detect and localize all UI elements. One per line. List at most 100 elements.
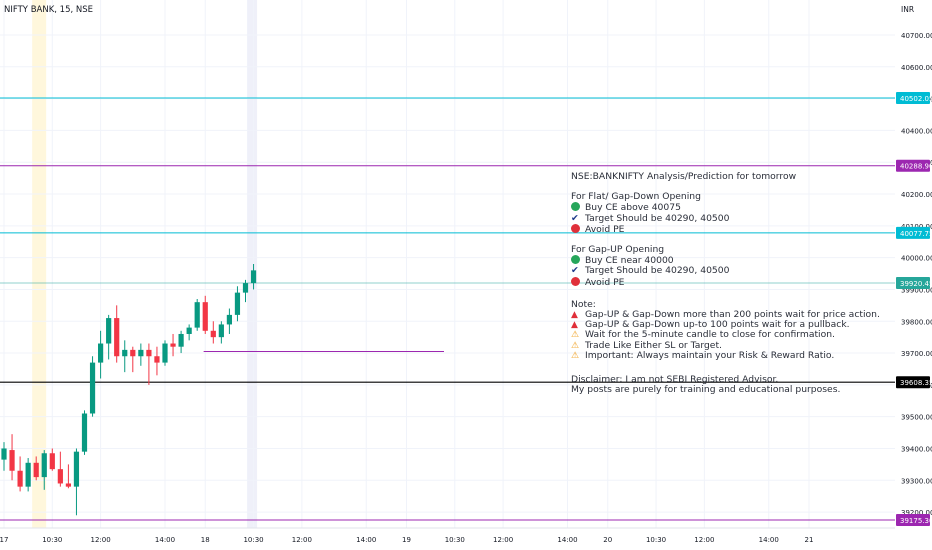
- flat-buy: Buy CE above 40075: [585, 202, 681, 214]
- candle-body[interactable]: [89, 362, 96, 414]
- candle[interactable]: [122, 340, 128, 373]
- candle-body[interactable]: [210, 330, 216, 338]
- time-tick-label: 14:00: [356, 536, 376, 544]
- note-item: Important: Always maintain your Risk & R…: [585, 349, 835, 361]
- candle[interactable]: [25, 458, 31, 492]
- candle[interactable]: [170, 333, 176, 357]
- candle-body[interactable]: [106, 318, 112, 344]
- candle-body[interactable]: [170, 343, 176, 347]
- price-tick-label: 39500.00: [901, 414, 932, 422]
- currency-label: INR: [901, 5, 914, 14]
- candle[interactable]: [194, 298, 200, 331]
- candle[interactable]: [146, 343, 152, 385]
- candle-body[interactable]: [138, 349, 144, 357]
- red-circle-icon: [571, 223, 580, 233]
- candle[interactable]: [234, 286, 241, 322]
- candle[interactable]: [41, 450, 47, 490]
- candle-body[interactable]: [122, 349, 128, 357]
- warning-icon: ⚠: [571, 330, 580, 341]
- price-label-tag[interactable]: [896, 376, 930, 389]
- candle[interactable]: [89, 356, 96, 417]
- candle-body[interactable]: [234, 292, 241, 315]
- candle[interactable]: [178, 330, 184, 354]
- candle[interactable]: [250, 264, 257, 290]
- symbol-label: NIFTY BANK, 15, NSE: [4, 5, 93, 15]
- candle[interactable]: [106, 314, 112, 360]
- gapup-target: Target Should be 40290, 40500: [585, 265, 730, 277]
- candle-body[interactable]: [65, 483, 71, 487]
- candle[interactable]: [242, 279, 249, 303]
- candle[interactable]: [162, 340, 168, 366]
- candle-body[interactable]: [114, 318, 120, 357]
- candle-body[interactable]: [226, 314, 232, 325]
- price-axis[interactable]: 39200.0039300.0039400.0039500.0039600.00…: [895, 0, 932, 550]
- candle[interactable]: [57, 451, 63, 487]
- flat-avoid: Avoid PE: [585, 223, 625, 235]
- price-label-tag[interactable]: [896, 91, 930, 104]
- check-mark-icon: ✔: [571, 212, 579, 224]
- candle-body[interactable]: [33, 462, 39, 478]
- candle-body[interactable]: [81, 413, 88, 452]
- flat-target: Target Should be 40290, 40500: [585, 212, 730, 224]
- price-label-tag[interactable]: [896, 276, 930, 289]
- candle-body[interactable]: [218, 324, 224, 338]
- time-tick-label: 18: [201, 536, 210, 544]
- candle[interactable]: [202, 295, 208, 334]
- candle-body[interactable]: [73, 451, 80, 487]
- candle[interactable]: [218, 321, 224, 344]
- candle[interactable]: [49, 448, 55, 471]
- candles[interactable]: [1, 264, 257, 516]
- candle-body[interactable]: [178, 333, 184, 347]
- time-axis-bg: [0, 528, 895, 550]
- price-tick-label: 40400.00: [901, 127, 932, 135]
- candle-body[interactable]: [154, 356, 160, 363]
- candle-body[interactable]: [130, 349, 136, 357]
- candle[interactable]: [81, 410, 88, 455]
- candle[interactable]: [114, 305, 120, 363]
- candle-body[interactable]: [162, 343, 168, 363]
- price-tick-label: 39300.00: [901, 477, 932, 485]
- candle-body[interactable]: [41, 453, 47, 478]
- candle[interactable]: [65, 464, 71, 489]
- price-tick-label: 40100.00: [901, 223, 932, 231]
- candle-body[interactable]: [1, 448, 7, 460]
- candle[interactable]: [226, 308, 232, 334]
- candle-body[interactable]: [186, 327, 192, 334]
- candle[interactable]: [154, 346, 160, 376]
- time-tick-label: 21: [805, 536, 814, 544]
- session-band: [32, 0, 47, 528]
- candle[interactable]: [73, 448, 80, 516]
- candle-body[interactable]: [57, 469, 63, 484]
- candle-body[interactable]: [49, 453, 55, 470]
- candle-body[interactable]: [194, 302, 200, 328]
- price-label-tag[interactable]: [896, 513, 930, 526]
- candle[interactable]: [9, 434, 15, 481]
- price-label-tag[interactable]: [896, 159, 930, 172]
- candle-body[interactable]: [17, 470, 23, 487]
- candle-body[interactable]: [9, 450, 15, 471]
- price-tick-label: 39800.00: [901, 318, 932, 326]
- candle-body[interactable]: [25, 462, 31, 487]
- candle-body[interactable]: [250, 270, 257, 284]
- candle[interactable]: [1, 442, 7, 471]
- candle[interactable]: [130, 346, 136, 373]
- time-tick-label: 14:00: [155, 536, 175, 544]
- price-label-tag[interactable]: [896, 226, 930, 239]
- candle[interactable]: [138, 343, 144, 366]
- note-item: Trade Like Either SL or Target.: [585, 339, 722, 351]
- price-label-text: 40288.90: [900, 163, 932, 171]
- candle[interactable]: [17, 456, 23, 492]
- gapup-heading: For Gap-UP Opening: [571, 244, 665, 256]
- candle[interactable]: [98, 330, 104, 379]
- candle[interactable]: [186, 324, 192, 341]
- candle-body[interactable]: [202, 302, 208, 331]
- candle-body[interactable]: [146, 349, 152, 357]
- time-axis[interactable]: 17 10:30 12:00 14:00 18 10:30 12:00 14:00 19 10:3…: [0, 527, 895, 550]
- candle[interactable]: [210, 321, 216, 344]
- disclaimer-line: My posts are purely for training and edu…: [571, 384, 841, 396]
- candle-body[interactable]: [242, 283, 249, 293]
- note-item: Wait for the 5-minute candle to close fo…: [585, 329, 835, 341]
- candle[interactable]: [33, 456, 39, 481]
- candle-body[interactable]: [98, 343, 104, 363]
